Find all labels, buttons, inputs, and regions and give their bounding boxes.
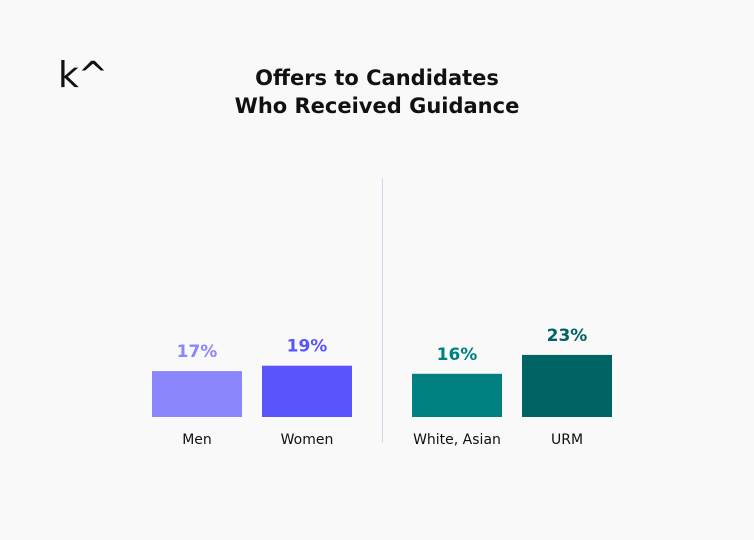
chart-title-line-2: Who Received Guidance	[234, 94, 520, 118]
bar-2	[412, 373, 502, 417]
chart-title-line-1: Offers to Candidates	[255, 66, 499, 90]
value-label: 17%	[177, 342, 218, 362]
chart-title: Offers to Candidates Who Received Guidan…	[0, 64, 754, 120]
value-label: 19%	[287, 337, 328, 357]
bar-0	[152, 371, 242, 417]
value-label: 23%	[547, 326, 588, 346]
logo: k^	[58, 55, 108, 96]
category-label: Women	[281, 432, 334, 448]
category-label: URM	[551, 432, 583, 448]
bar-3	[522, 354, 612, 417]
category-label: Men	[182, 432, 212, 448]
category-label: White, Asian	[413, 432, 501, 448]
bar-1	[262, 365, 352, 417]
value-label: 16%	[437, 345, 478, 365]
